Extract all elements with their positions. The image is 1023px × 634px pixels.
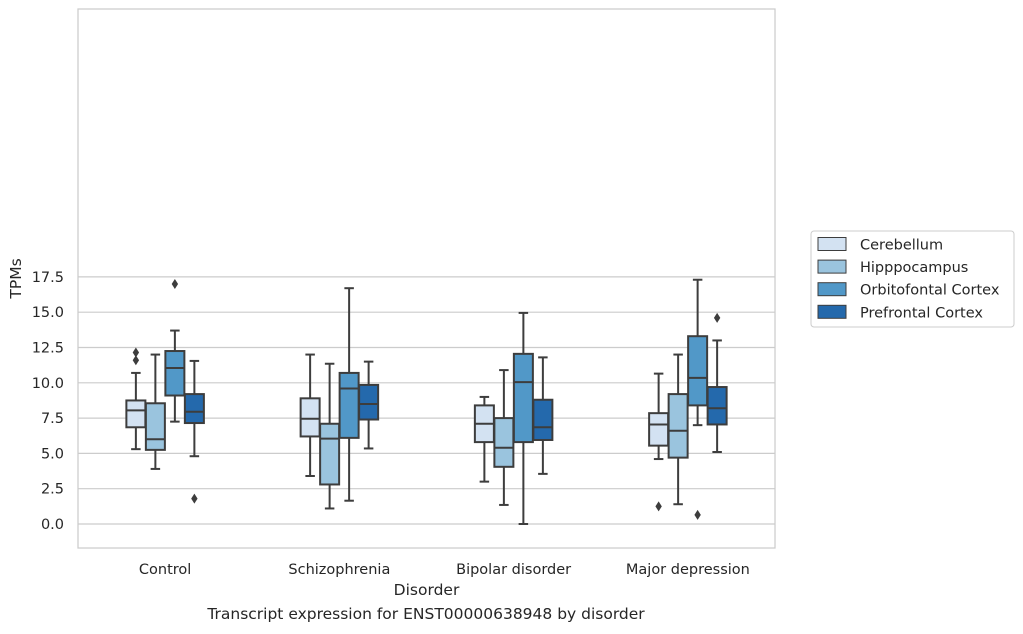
box: [299, 397, 321, 438]
y-tick-label: 2.5: [41, 482, 64, 498]
box-plot-marks: [125, 278, 728, 525]
legend-swatch: [817, 304, 847, 319]
box: [512, 352, 534, 444]
box: [125, 399, 147, 429]
legend-frame: [810, 230, 1015, 328]
y-tick-labels: 0.0 2.5 5.0 7.5 10.0 12.5 15.0 17.5: [32, 270, 64, 533]
outlier-point: [132, 347, 140, 358]
outlier-point: [191, 493, 198, 504]
box: [648, 412, 670, 447]
y-tick-label: 17.5: [32, 270, 64, 286]
box: [319, 422, 341, 486]
box: [667, 393, 689, 459]
x-tick-label: Bipolar disorder: [456, 562, 571, 578]
box: [183, 393, 205, 425]
box: [687, 335, 709, 407]
x-tick-label: Control: [139, 562, 191, 578]
box: [493, 417, 515, 468]
x-tick-label: Schizophrenia: [288, 562, 390, 578]
x-tick-labels: Control Schizophrenia Bipolar disorder Majo…: [139, 562, 750, 578]
legend-swatch: [817, 282, 847, 297]
legend-swatch: [817, 259, 847, 274]
figure-caption: Transcript expression for ENST0000063894…: [207, 605, 645, 623]
legend-label: Hipppocampus: [860, 260, 968, 276]
y-axis-title: TPMs: [7, 258, 25, 299]
box: [338, 371, 360, 439]
y-tick-label: 15.0: [32, 305, 64, 321]
legend-label: Cerebellum: [860, 238, 943, 254]
box: [706, 386, 728, 426]
outlier-point: [171, 278, 179, 289]
box: [358, 383, 380, 421]
legend-swatch: [817, 237, 847, 251]
outlier-point: [132, 355, 140, 366]
box: [164, 350, 186, 397]
legend-label: Prefrontal Cortex: [860, 305, 983, 321]
x-tick-label: Major depression: [626, 562, 750, 578]
y-tick-label: 12.5: [32, 341, 64, 357]
y-tick-label: 5.0: [41, 446, 64, 462]
x-axis-title: Disorder: [394, 581, 460, 599]
outlier-point: [713, 312, 721, 323]
box: [532, 398, 554, 441]
y-tick-label: 10.0: [32, 376, 64, 392]
box: [144, 402, 166, 451]
outlier-point: [694, 509, 701, 520]
y-tick-label: 0.0: [41, 517, 64, 533]
legend: Cerebellum Hipppocampus Orbitofontal Corte…: [810, 230, 1015, 328]
outlier-point: [655, 501, 662, 512]
y-tick-label: 7.5: [41, 411, 64, 427]
plot-frame: [77, 8, 776, 549]
legend-label: Orbitofontal Cortex: [860, 283, 1000, 299]
